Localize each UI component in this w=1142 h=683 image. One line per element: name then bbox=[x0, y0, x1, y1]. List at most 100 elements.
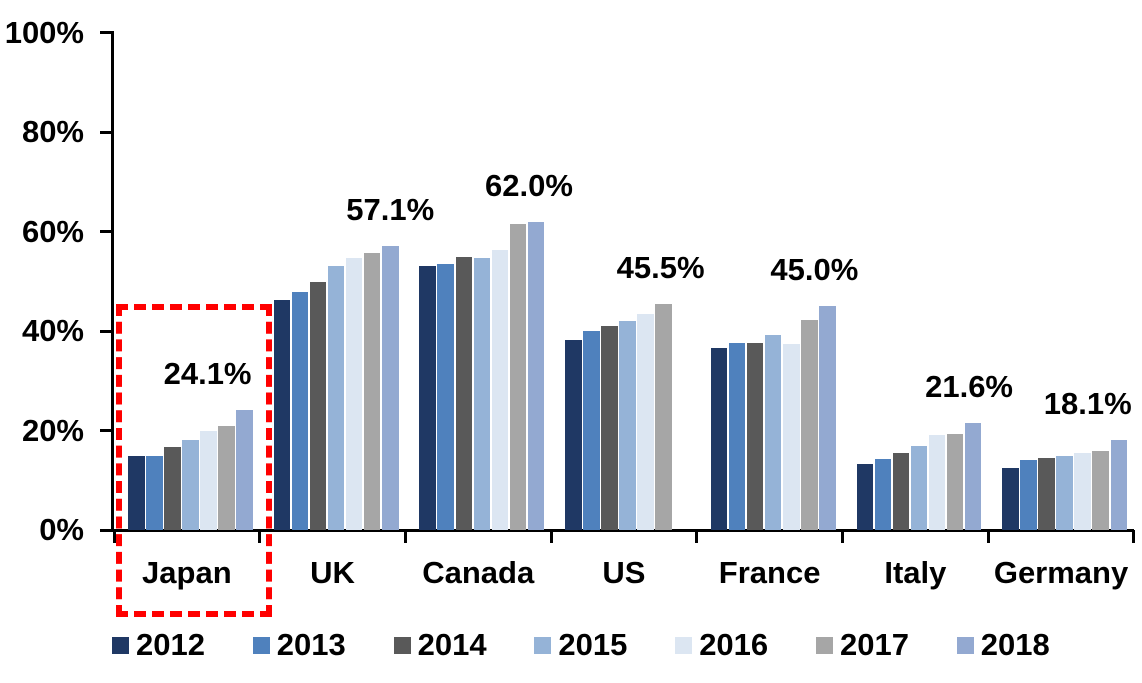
bar-uk-2015 bbox=[327, 265, 345, 530]
bar-uk-2013 bbox=[291, 292, 309, 530]
bar-germany-2012 bbox=[1002, 467, 1019, 530]
bar-italy-2018 bbox=[964, 422, 982, 530]
data-label-france: 45.0% bbox=[770, 252, 859, 288]
bar-uk-2018 bbox=[382, 245, 399, 530]
bar-japan-2014 bbox=[164, 446, 181, 530]
bar-germany-2018 bbox=[1110, 439, 1127, 530]
category-label-germany: Germany bbox=[993, 555, 1129, 590]
legend-swatch-2013 bbox=[252, 636, 270, 654]
y-axis-label: 60% bbox=[21, 213, 84, 249]
category-label-us: US bbox=[602, 555, 646, 590]
y-axis-label: 80% bbox=[21, 114, 84, 149]
data-label-germany: 18.1% bbox=[1043, 385, 1132, 421]
bar-germany-2015 bbox=[1056, 456, 1073, 530]
legend-item-2017: 2017 bbox=[816, 628, 909, 662]
legend-label-2013: 2013 bbox=[276, 627, 346, 662]
x-axis-tick bbox=[695, 530, 699, 543]
bar-germany-2013 bbox=[1020, 460, 1037, 530]
x-axis-tick bbox=[549, 530, 553, 543]
legend-label-2015: 2015 bbox=[558, 627, 628, 662]
y-axis-label: 100% bbox=[4, 14, 84, 50]
bar-france-2013 bbox=[728, 342, 746, 530]
bar-japan-2017 bbox=[218, 425, 235, 530]
bar-italy-2016 bbox=[928, 435, 946, 530]
legend-label-2017: 2017 bbox=[840, 627, 909, 662]
legend-swatch-2018 bbox=[956, 636, 974, 654]
legend-item-2016: 2016 bbox=[675, 628, 768, 662]
x-axis-tick bbox=[1132, 530, 1136, 543]
x-axis-tick bbox=[986, 530, 990, 543]
bar-us-2012 bbox=[565, 339, 582, 530]
legend-item-2018: 2018 bbox=[956, 627, 1050, 662]
bar-canada-2015 bbox=[473, 258, 491, 530]
bar-japan-2012 bbox=[128, 456, 145, 530]
legend-swatch-2014 bbox=[393, 636, 411, 654]
legend-swatch-2015 bbox=[534, 636, 552, 654]
bar-canada-2018 bbox=[527, 221, 545, 530]
category-label-canada: Canada bbox=[422, 555, 535, 590]
bar-germany-2017 bbox=[1092, 450, 1109, 530]
bar-japan-2016 bbox=[200, 431, 217, 530]
bar-france-2014 bbox=[746, 342, 764, 530]
data-label-canada: 62.0% bbox=[484, 167, 573, 203]
bar-japan-2015 bbox=[182, 440, 199, 530]
y-axis-tick bbox=[100, 31, 111, 34]
bar-france-2017 bbox=[801, 319, 818, 530]
bar-italy-2015 bbox=[910, 445, 928, 530]
x-axis-tick bbox=[258, 530, 262, 543]
bar-canada-2012 bbox=[419, 266, 436, 530]
legend-item-2015: 2015 bbox=[534, 628, 627, 662]
bar-italy-2013 bbox=[874, 459, 892, 530]
bar-us-2016 bbox=[637, 313, 654, 530]
y-axis-line bbox=[111, 31, 114, 532]
bar-japan-2018 bbox=[236, 410, 253, 530]
legend-label-2014: 2014 bbox=[417, 627, 487, 662]
y-axis-label: 0% bbox=[39, 512, 84, 547]
category-label-italy: Italy bbox=[884, 555, 947, 590]
bar-italy-2014 bbox=[892, 452, 910, 530]
y-axis-label: 20% bbox=[21, 412, 84, 448]
category-label-japan: Japan bbox=[142, 555, 232, 590]
bar-canada-2014 bbox=[455, 256, 472, 530]
data-label-japan: 24.1% bbox=[163, 356, 252, 392]
bar-uk-2012 bbox=[273, 299, 291, 530]
legend-item-2012: 2012 bbox=[112, 628, 205, 662]
legend-label-2012: 2012 bbox=[136, 627, 205, 662]
y-axis-tick bbox=[100, 329, 111, 333]
bar-italy-2017 bbox=[946, 434, 964, 530]
bar-us-2015 bbox=[619, 320, 636, 530]
bar-us-2014 bbox=[601, 325, 618, 530]
bar-uk-2016 bbox=[345, 258, 363, 530]
legend-item-2013: 2013 bbox=[252, 627, 346, 662]
bar-france-2015 bbox=[764, 334, 782, 530]
legend-label-2018: 2018 bbox=[980, 627, 1050, 662]
x-axis-line bbox=[111, 528, 1134, 532]
bar-canada-2017 bbox=[509, 223, 527, 530]
data-label-italy: 21.6% bbox=[925, 368, 1013, 404]
y-axis-tick bbox=[100, 230, 111, 233]
legend-swatch-2016 bbox=[675, 636, 693, 654]
data-label-uk: 57.1% bbox=[346, 191, 435, 227]
bar-italy-2012 bbox=[856, 463, 873, 530]
bar-france-2018 bbox=[819, 306, 836, 530]
x-axis-tick bbox=[112, 530, 116, 543]
bar-uk-2017 bbox=[363, 253, 381, 530]
bar-japan-2013 bbox=[146, 455, 163, 530]
bar-us-2013 bbox=[583, 331, 600, 530]
bar-germany-2014 bbox=[1038, 458, 1055, 530]
bar-us-2017 bbox=[655, 303, 672, 530]
legend-label-2016: 2016 bbox=[699, 627, 769, 662]
data-label-us: 45.5% bbox=[616, 249, 705, 285]
bar-canada-2013 bbox=[437, 264, 454, 530]
category-label-france: France bbox=[718, 555, 821, 590]
bar-germany-2016 bbox=[1074, 453, 1091, 530]
y-axis-tick bbox=[100, 130, 111, 134]
y-axis-tick bbox=[100, 528, 111, 532]
legend-item-2014: 2014 bbox=[393, 627, 487, 662]
bar-canada-2016 bbox=[491, 250, 509, 530]
y-axis-tick bbox=[100, 429, 111, 432]
x-axis-tick bbox=[403, 530, 407, 543]
bar-france-2012 bbox=[710, 347, 728, 530]
category-label-uk: UK bbox=[310, 555, 355, 590]
